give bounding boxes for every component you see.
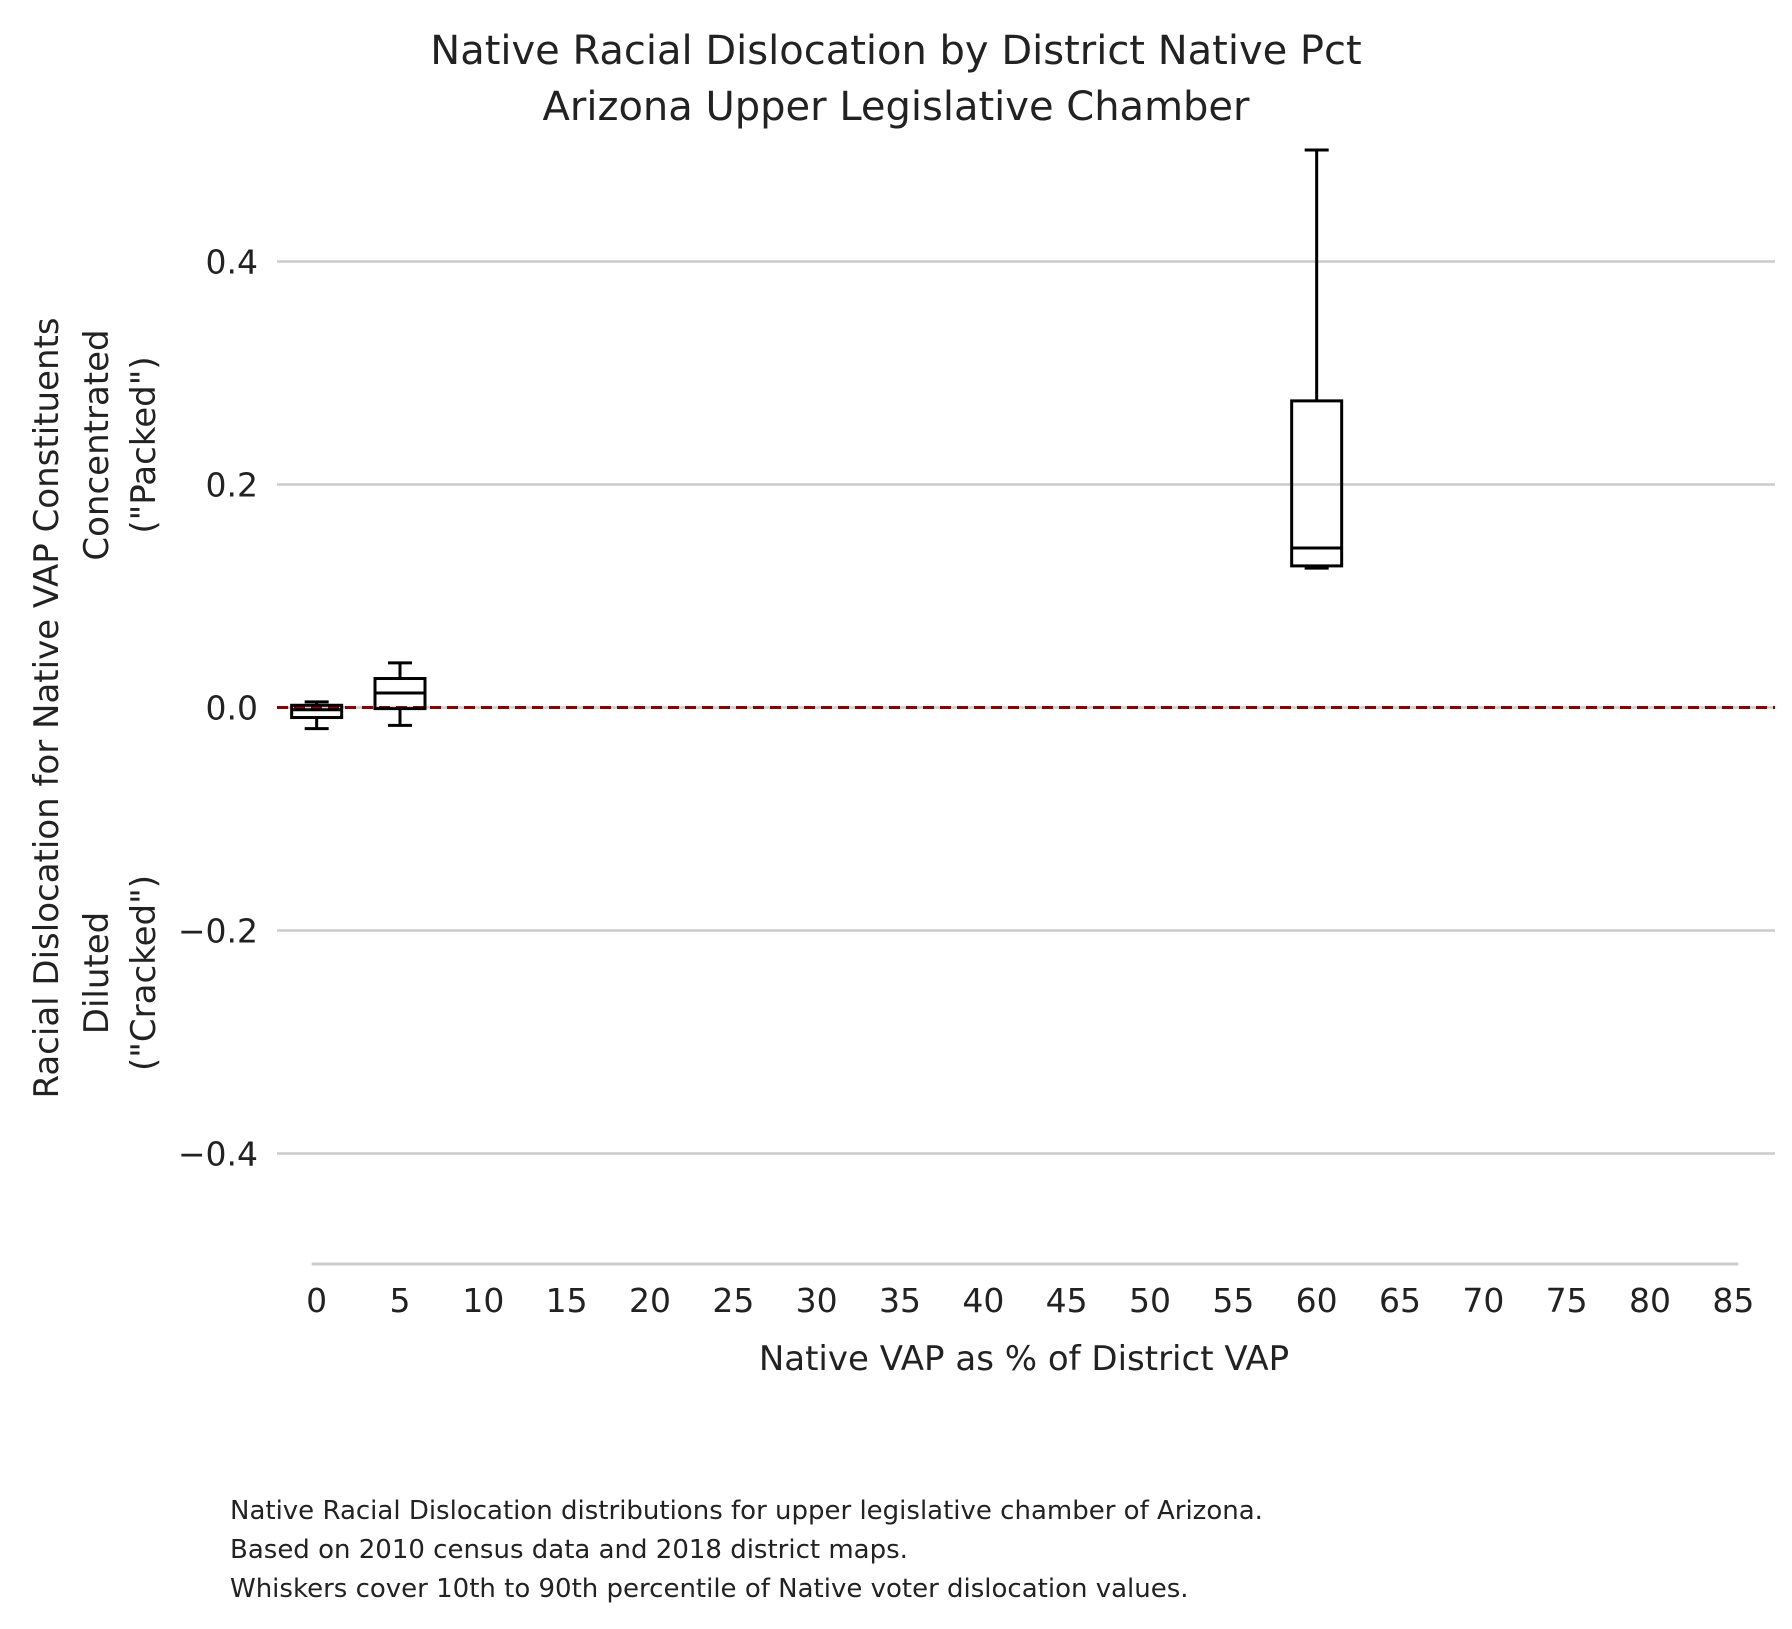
y-axis-label: Racial Dislocation for Native VAP Consti… <box>27 317 164 1098</box>
x-tick-label: 85 <box>1712 1281 1754 1320</box>
x-tick-label: 20 <box>629 1281 671 1320</box>
y-axis-label-cracked-1: Diluted <box>77 912 117 1034</box>
x-tick-label: 35 <box>879 1281 921 1320</box>
x-tick-label: 40 <box>962 1281 1004 1320</box>
y-axis-label-packed-1: Concentrated <box>77 329 117 560</box>
chart-title: Native Racial Dislocation by District Na… <box>430 28 1362 74</box>
x-tick-labels: 0 5 10 15 20 25 30 35 40 45 50 55 60 65 70 75 80 85 <box>306 1281 1754 1320</box>
box-5 <box>373 661 427 727</box>
x-tick-label: 15 <box>546 1281 588 1320</box>
y-tick-labels: 0.4 0.2 0.0 −0.2 −0.4 <box>178 243 258 1174</box>
x-tick-label: 5 <box>390 1281 411 1320</box>
y-tick-label: 0.2 <box>206 466 258 505</box>
x-tick-label: 70 <box>1462 1281 1504 1320</box>
x-tick-label: 0 <box>306 1281 327 1320</box>
x-tick-label: 10 <box>462 1281 504 1320</box>
y-tick-label: −0.2 <box>178 912 258 951</box>
x-tick-label: 45 <box>1046 1281 1088 1320</box>
y-axis-label-main: Racial Dislocation for Native VAP Consti… <box>27 317 67 1098</box>
x-tick-label: 60 <box>1296 1281 1338 1320</box>
y-tick-label: 0.0 <box>206 689 258 728</box>
x-tick-label: 50 <box>1129 1281 1171 1320</box>
y-axis-label-packed-2: ("Packed") <box>124 356 164 533</box>
x-tick-label: 30 <box>796 1281 838 1320</box>
x-tick-label: 75 <box>1546 1281 1588 1320</box>
chart-subtitle: Arizona Upper Legislative Chamber <box>542 84 1250 130</box>
boxes-layer <box>290 148 1344 731</box>
y-axis-label-cracked-2: ("Cracked") <box>124 875 164 1071</box>
caption-line-1: Native Racial Dislocation distributions … <box>230 1496 1263 1526</box>
caption-line-2: Based on 2010 census data and 2018 distr… <box>230 1535 908 1565</box>
box-iqr <box>290 703 344 720</box>
box-iqr <box>1290 399 1344 568</box>
y-tick-label: 0.4 <box>206 243 258 282</box>
x-tick-label: 25 <box>712 1281 754 1320</box>
x-axis-label: Native VAP as % of District VAP <box>759 1339 1289 1379</box>
x-tick-label: 55 <box>1212 1281 1254 1320</box>
caption-line-3: Whiskers cover 10th to 90th percentile o… <box>230 1574 1189 1604</box>
x-tick-label: 65 <box>1379 1281 1421 1320</box>
y-tick-label: −0.4 <box>178 1135 258 1174</box>
x-tick-label: 80 <box>1629 1281 1671 1320</box>
box-0 <box>290 700 344 731</box>
box-60 <box>1290 148 1344 570</box>
